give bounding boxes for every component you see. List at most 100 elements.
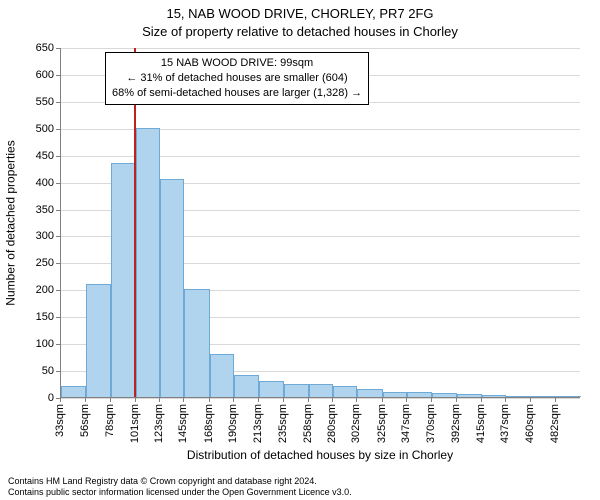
histogram-bar (184, 289, 209, 397)
footer-line-1: Contains HM Land Registry data © Crown c… (8, 476, 592, 487)
y-tick-label: 250 (14, 257, 54, 269)
y-tick-mark (56, 183, 60, 184)
y-tick-mark (56, 129, 60, 130)
x-tick-mark (431, 398, 432, 402)
y-tick-label: 200 (14, 284, 54, 296)
annotation-line-3: 68% of semi-detached houses are larger (… (112, 86, 362, 101)
x-tick-label: 123sqm (153, 404, 165, 443)
y-tick-mark (56, 317, 60, 318)
histogram-bar (86, 284, 110, 397)
x-tick-label: 460sqm (524, 404, 536, 443)
x-tick-label: 302sqm (350, 404, 362, 443)
x-tick-label: 392sqm (450, 404, 462, 443)
x-tick-label: 415sqm (475, 404, 487, 443)
histogram-bar (136, 128, 160, 397)
x-tick-mark (183, 398, 184, 402)
histogram-bar (407, 392, 432, 397)
y-tick-mark (56, 75, 60, 76)
x-tick-label: 101sqm (129, 404, 141, 443)
y-tick-label: 300 (14, 230, 54, 242)
x-tick-mark (481, 398, 482, 402)
x-tick-label: 213sqm (252, 404, 264, 443)
chart-container: 15, NAB WOOD DRIVE, CHORLEY, PR7 2FG Siz… (0, 0, 600, 500)
y-tick-mark (56, 371, 60, 372)
x-tick-mark (308, 398, 309, 402)
x-tick-label: 235sqm (277, 404, 289, 443)
histogram-bar (309, 384, 333, 397)
y-tick-label: 350 (14, 204, 54, 216)
histogram-bar (234, 375, 259, 397)
title-line-2: Size of property relative to detached ho… (0, 24, 600, 39)
annotation-box: 15 NAB WOOD DRIVE: 99sqm← 31% of detache… (105, 52, 369, 105)
annotation-line-1: 15 NAB WOOD DRIVE: 99sqm (112, 56, 362, 71)
x-tick-mark (530, 398, 531, 402)
x-tick-label: 56sqm (79, 404, 91, 437)
annotation-line-2: ← 31% of detached houses are smaller (60… (112, 71, 362, 86)
histogram-bar (111, 163, 136, 397)
x-tick-label: 168sqm (203, 404, 215, 443)
y-tick-mark (56, 344, 60, 345)
y-tick-label: 650 (14, 42, 54, 54)
y-tick-mark (56, 48, 60, 49)
gridline (61, 48, 580, 49)
x-tick-mark (332, 398, 333, 402)
x-tick-mark (60, 398, 61, 402)
y-tick-label: 50 (14, 365, 54, 377)
histogram-bar (457, 394, 482, 397)
x-tick-mark (85, 398, 86, 402)
histogram-bar (383, 392, 407, 397)
title-line-1: 15, NAB WOOD DRIVE, CHORLEY, PR7 2FG (0, 6, 600, 21)
y-tick-label: 0 (14, 392, 54, 404)
x-tick-label: 145sqm (177, 404, 189, 443)
x-tick-label: 258sqm (302, 404, 314, 443)
x-tick-mark (406, 398, 407, 402)
x-tick-label: 347sqm (400, 404, 412, 443)
x-tick-mark (258, 398, 259, 402)
x-tick-mark (456, 398, 457, 402)
x-tick-mark (555, 398, 556, 402)
x-tick-label: 280sqm (326, 404, 338, 443)
y-tick-label: 550 (14, 96, 54, 108)
histogram-bar (432, 393, 456, 397)
x-tick-label: 78sqm (104, 404, 116, 437)
histogram-bar (357, 389, 382, 397)
histogram-bar (160, 179, 184, 397)
x-axis-label: Distribution of detached houses by size … (60, 448, 580, 462)
x-tick-mark (505, 398, 506, 402)
x-tick-label: 190sqm (227, 404, 239, 443)
x-tick-label: 482sqm (549, 404, 561, 443)
histogram-bar (333, 386, 357, 397)
y-tick-mark (56, 210, 60, 211)
x-tick-mark (135, 398, 136, 402)
y-tick-mark (56, 156, 60, 157)
x-tick-mark (159, 398, 160, 402)
y-tick-label: 400 (14, 177, 54, 189)
histogram-bar (259, 381, 283, 397)
x-tick-label: 325sqm (376, 404, 388, 443)
y-tick-label: 600 (14, 69, 54, 81)
x-tick-mark (382, 398, 383, 402)
x-tick-mark (110, 398, 111, 402)
x-tick-mark (356, 398, 357, 402)
x-tick-label: 370sqm (425, 404, 437, 443)
y-tick-mark (56, 290, 60, 291)
y-tick-label: 150 (14, 311, 54, 323)
y-tick-label: 500 (14, 123, 54, 135)
x-tick-mark (209, 398, 210, 402)
y-tick-mark (56, 236, 60, 237)
y-tick-mark (56, 263, 60, 264)
y-tick-label: 450 (14, 150, 54, 162)
x-tick-mark (233, 398, 234, 402)
histogram-bar (506, 396, 531, 397)
footer-attribution: Contains HM Land Registry data © Crown c… (8, 476, 592, 498)
gridline (61, 398, 580, 399)
x-tick-label: 437sqm (499, 404, 511, 443)
histogram-bar (61, 386, 86, 397)
x-tick-mark (283, 398, 284, 402)
histogram-bar (482, 395, 506, 397)
y-tick-mark (56, 102, 60, 103)
x-tick-label: 33sqm (54, 404, 66, 437)
y-tick-label: 100 (14, 338, 54, 350)
histogram-bar (210, 354, 234, 397)
histogram-bar (284, 384, 309, 397)
